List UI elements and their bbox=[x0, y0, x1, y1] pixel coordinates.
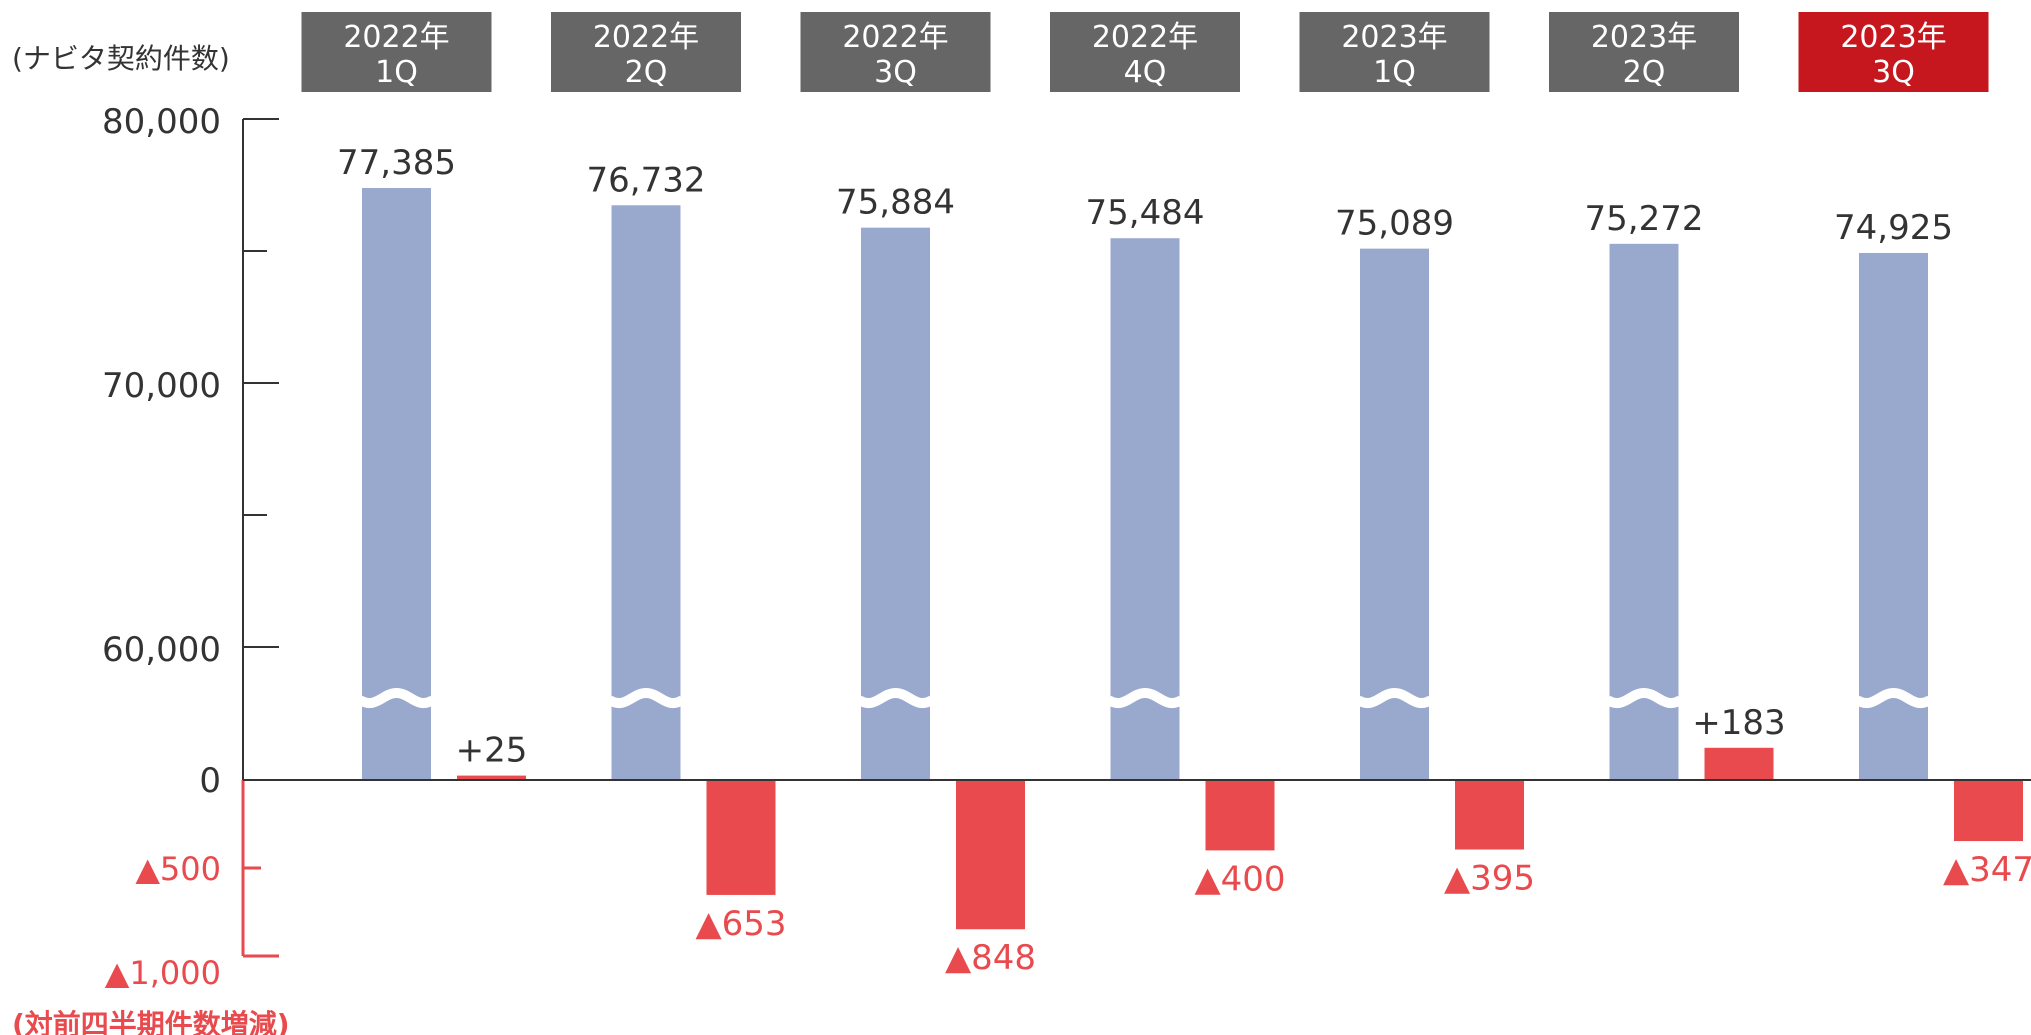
category-year-label: 2022年 bbox=[842, 20, 948, 55]
change-bar bbox=[1205, 780, 1275, 851]
count-value-label: 75,884 bbox=[836, 183, 955, 223]
category-quarter-label: 1Q bbox=[375, 55, 418, 90]
category-quarter-label: 2Q bbox=[625, 55, 668, 90]
category-year-label: 2022年 bbox=[593, 20, 699, 55]
count-value-label: 74,925 bbox=[1834, 208, 1953, 248]
category-header-box bbox=[1050, 12, 1240, 92]
category-year-label: 2023年 bbox=[1840, 20, 1946, 55]
change-value-label: ▲395 bbox=[1444, 859, 1535, 899]
category-year-label: 2023年 bbox=[1341, 20, 1447, 55]
count-value-label: 75,089 bbox=[1335, 204, 1454, 244]
category-header-box bbox=[1549, 12, 1739, 92]
count-bar bbox=[362, 188, 431, 780]
count-value-label: 75,272 bbox=[1585, 199, 1704, 239]
change-bar bbox=[956, 780, 1025, 930]
change-value-label: ▲400 bbox=[1194, 859, 1285, 899]
axis-break-mark bbox=[1604, 687, 1684, 709]
change-value-label: +183 bbox=[1692, 703, 1785, 743]
secondary-tick-label: 0 bbox=[199, 761, 221, 801]
change-bar bbox=[1954, 780, 2023, 842]
count-value-label: 76,732 bbox=[587, 160, 706, 200]
secondary-axis-label: (対前四半期件数増減) bbox=[12, 1008, 290, 1035]
count-value-label: 75,484 bbox=[1086, 193, 1205, 233]
category-year-label: 2023年 bbox=[1591, 20, 1697, 55]
category-quarter-label: 1Q bbox=[1373, 55, 1416, 90]
change-bar bbox=[1455, 780, 1524, 850]
category-header-box bbox=[800, 12, 991, 92]
category-quarter-label: 2Q bbox=[1623, 55, 1666, 90]
change-bar bbox=[1704, 747, 1774, 780]
category-header-box bbox=[551, 12, 741, 92]
axis-break-mark bbox=[357, 687, 436, 709]
change-value-label: ▲653 bbox=[695, 904, 786, 944]
primary-tick-label: 60,000 bbox=[102, 630, 221, 670]
axis-break-mark bbox=[1105, 687, 1185, 709]
count-value-label: 77,385 bbox=[337, 143, 456, 183]
plot-area: 80,00070,00060,0000▲500▲1,0002022年1Q77,3… bbox=[102, 12, 2031, 992]
change-bar bbox=[457, 775, 526, 780]
change-bar bbox=[706, 780, 776, 895]
change-value-label: ▲347 bbox=[1943, 850, 2031, 890]
count-bar bbox=[611, 205, 681, 780]
primary-tick-label: 80,000 bbox=[102, 102, 221, 142]
category-quarter-label: 3Q bbox=[874, 55, 917, 90]
category-year-label: 2022年 bbox=[1092, 20, 1198, 55]
category-quarter-label: 3Q bbox=[1872, 55, 1915, 90]
secondary-tick-label: ▲500 bbox=[135, 850, 221, 888]
axis-break-mark bbox=[856, 687, 935, 709]
primary-axis-label: (ナビタ契約件数) bbox=[12, 42, 230, 75]
category-quarter-label: 4Q bbox=[1124, 55, 1167, 90]
category-header-box bbox=[301, 12, 492, 92]
category-header-box bbox=[1798, 12, 1989, 92]
count-bar bbox=[861, 227, 930, 780]
category-header-box bbox=[1299, 12, 1490, 92]
axis-break-mark bbox=[1854, 687, 1933, 709]
primary-tick-label: 70,000 bbox=[102, 366, 221, 406]
category-year-label: 2022年 bbox=[343, 20, 449, 55]
axis-break-mark bbox=[1355, 687, 1434, 709]
change-value-label: +25 bbox=[456, 731, 528, 771]
change-value-label: ▲848 bbox=[945, 938, 1036, 978]
secondary-tick-label: ▲1,000 bbox=[105, 954, 221, 992]
axis-break-mark bbox=[606, 687, 686, 709]
